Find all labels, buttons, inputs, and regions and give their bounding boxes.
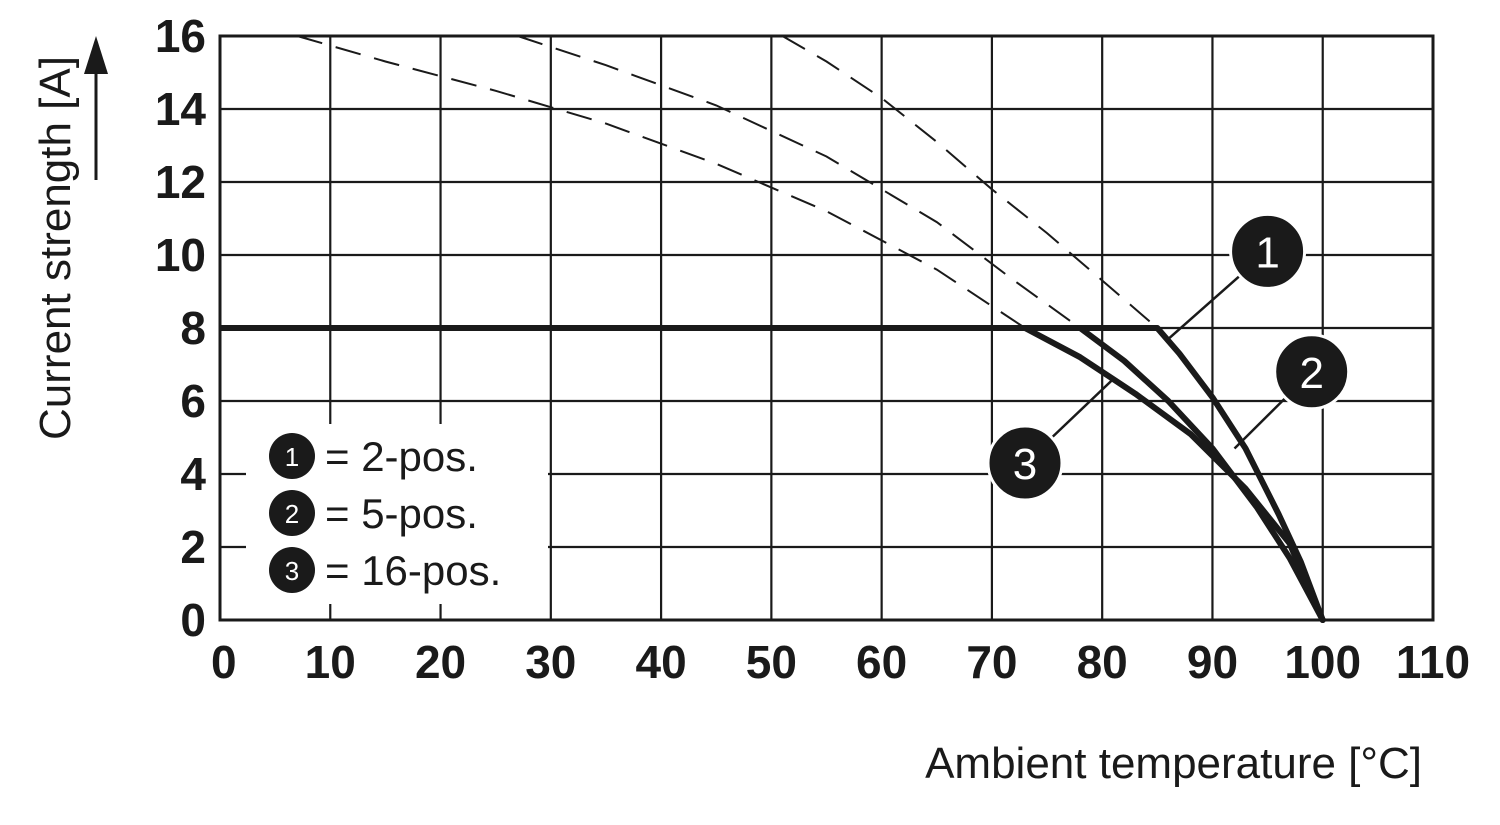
- callout-number: 1: [1255, 228, 1279, 277]
- y-tick-label: 4: [180, 448, 206, 500]
- y-axis-arrow-icon: [84, 36, 108, 180]
- legend-marker-number: 2: [285, 499, 299, 529]
- x-tick-label: 0: [211, 636, 237, 688]
- series-group: [220, 35, 1326, 623]
- series-1-dashed-curve: [781, 35, 1158, 329]
- legend-marker-number: 1: [285, 442, 299, 472]
- y-tick-label: 14: [155, 83, 207, 135]
- axis-titles: Ambient temperature [°C] Current strengt…: [31, 36, 1422, 788]
- y-tick-label: 6: [180, 375, 206, 427]
- series-3-curve: [1022, 325, 1326, 623]
- y-tick-label: 8: [180, 302, 206, 354]
- x-tick-label: 80: [1077, 636, 1128, 688]
- callout-number: 3: [1013, 440, 1037, 489]
- callout-group: 1 2 3: [986, 212, 1351, 502]
- callout-leader: [1051, 378, 1115, 438]
- callout-badge: [1273, 333, 1351, 411]
- y-tick-label: 12: [155, 156, 206, 208]
- series-2-curve: [1077, 325, 1326, 623]
- legend-marker: [269, 490, 315, 536]
- y-tick-label: 10: [155, 229, 206, 281]
- arrow-head: [84, 36, 108, 74]
- x-tick-label: 20: [415, 636, 466, 688]
- legend-marker: [269, 433, 315, 479]
- callout-badge: [1229, 212, 1307, 290]
- y-axis-title: Current strength [A]: [31, 56, 80, 440]
- x-axis-title: Ambient temperature [°C]: [925, 739, 1422, 788]
- callout-badge: [986, 424, 1064, 502]
- x-tick-label: 110: [1396, 636, 1470, 688]
- y-tick-label: 16: [155, 10, 206, 62]
- x-tick-label: 50: [746, 636, 797, 688]
- x-tick-label: 30: [525, 636, 576, 688]
- series-2-dashed-curve: [517, 35, 1081, 329]
- legend-marker-number: 3: [285, 556, 299, 586]
- callout-leader: [1233, 397, 1286, 450]
- x-tick-label: 40: [636, 636, 687, 688]
- x-tick-label: 70: [966, 636, 1017, 688]
- series-3-dashed-curve: [296, 35, 1026, 329]
- x-tick-label: 10: [305, 636, 356, 688]
- legend-marker: [269, 547, 315, 593]
- callout-number: 2: [1299, 349, 1323, 398]
- callout-leader: [1167, 275, 1240, 340]
- x-tick-label: 90: [1187, 636, 1238, 688]
- x-tick-label: 60: [856, 636, 907, 688]
- y-tick-label: 0: [180, 594, 206, 646]
- legend: 1 = 2-pos. 2 = 5-pos. 3 = 16-pos.: [246, 424, 548, 604]
- y-tick-label: 2: [180, 521, 206, 573]
- legend-entry-text: = 5-pos.: [325, 490, 478, 537]
- legend-entry-text: = 2-pos.: [325, 433, 478, 480]
- legend-entry-text: = 16-pos.: [325, 547, 501, 594]
- x-tick-label: 100: [1284, 636, 1361, 688]
